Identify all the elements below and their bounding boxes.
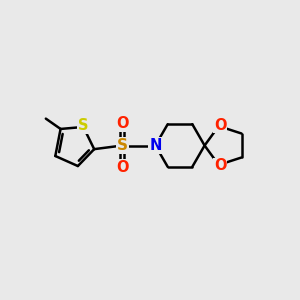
Text: S: S [117,138,128,153]
Text: O: O [214,158,226,173]
Text: N: N [149,138,162,153]
Text: O: O [116,160,129,175]
Text: O: O [214,118,226,133]
Text: O: O [116,116,129,131]
Text: S: S [78,118,88,133]
